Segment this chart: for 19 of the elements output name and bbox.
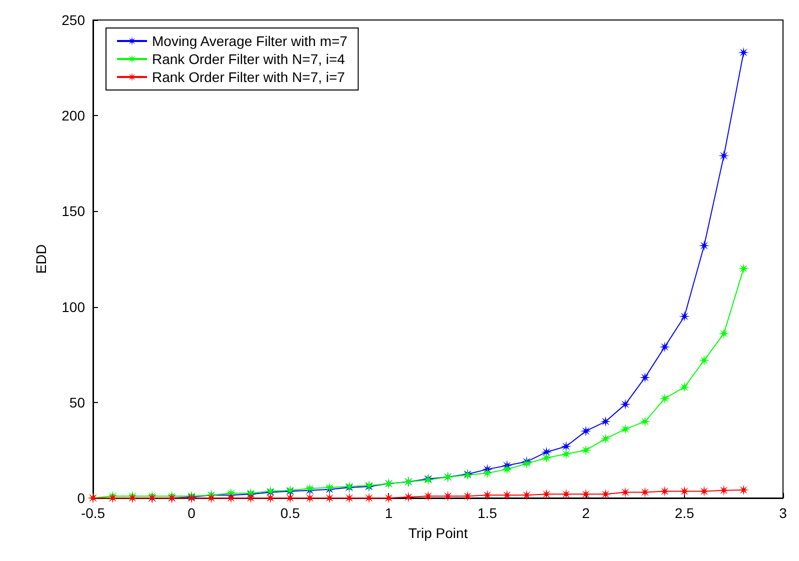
y-tick-label: 100 [62,298,86,315]
legend-label: Rank Order Filter with N=7, i=7 [152,69,346,85]
y-tick-label: 200 [62,108,86,124]
y-tick-label: 250 [62,12,86,28]
x-tick-label: 1 [384,505,393,521]
x-axis-title: Trip Point [408,525,468,541]
x-tick-label: 0.5 [280,505,300,521]
legend-label: Moving Average Filter with m=7 [152,33,348,49]
x-tick-label: -0.5 [80,505,106,521]
legend-label: Rank Order Filter with N=7, i=4 [152,51,346,67]
x-tick-label: 1.5 [478,505,498,521]
x-tick-label: 0 [188,505,196,521]
x-tick-label: 3 [779,505,788,521]
x-tick-label: 2.5 [674,505,694,521]
y-tick-label: 0 [77,490,86,506]
x-tick-label: 2 [582,505,590,521]
y-axis-title: EDD [33,244,49,274]
y-tick-label: 50 [69,394,86,410]
y-tick-label: 150 [62,203,86,220]
